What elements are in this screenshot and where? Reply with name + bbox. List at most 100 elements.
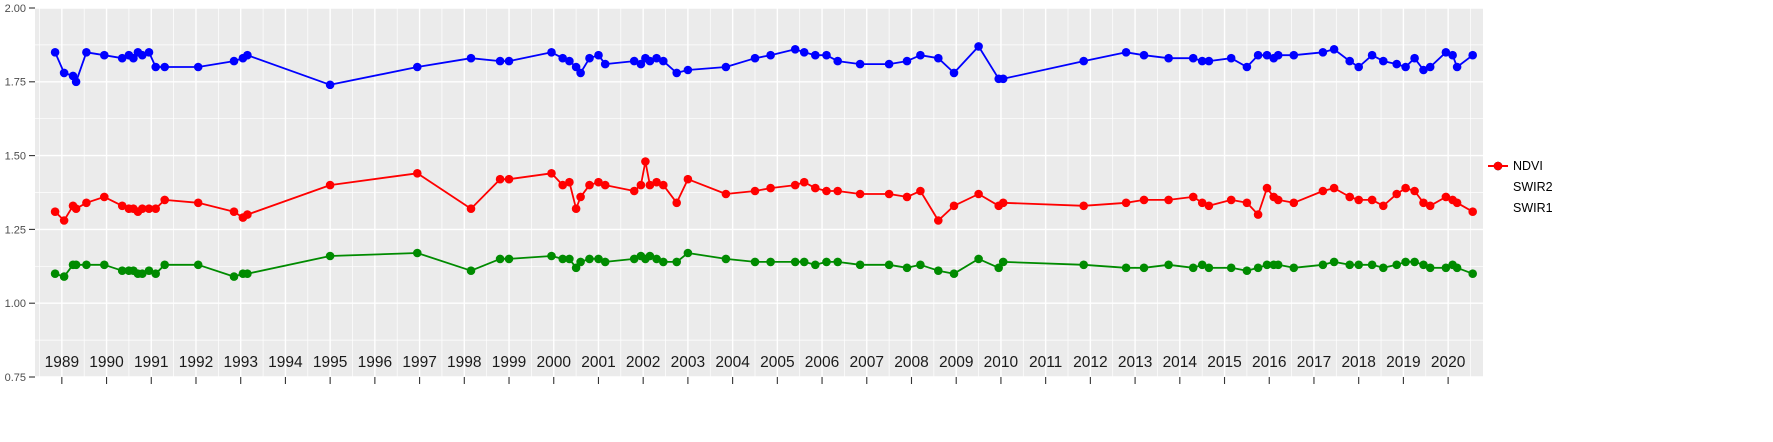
- x-axis-label: 2020: [1431, 354, 1466, 371]
- data-point-ndvi: [1329, 45, 1339, 54]
- data-point-ndvi: [811, 50, 820, 60]
- data-point-swir1: [659, 180, 668, 190]
- data-point-ndvi: [144, 48, 154, 57]
- data-point-swir2: [1242, 266, 1252, 276]
- y-axis-label: 1.00: [5, 298, 26, 310]
- data-point-swir2: [1204, 263, 1214, 273]
- data-point-swir1: [1392, 189, 1401, 199]
- data-point-swir1: [50, 207, 60, 216]
- data-point-swir1: [71, 204, 81, 213]
- data-point-ndvi: [413, 62, 422, 72]
- data-point-swir2: [822, 257, 831, 267]
- data-point-swir2: [50, 269, 60, 279]
- data-point-swir1: [151, 204, 160, 213]
- x-axis-label: 1998: [447, 354, 481, 371]
- y-axis-label: 1.25: [5, 224, 26, 236]
- data-point-swir2: [1410, 257, 1419, 267]
- data-point-swir2: [934, 266, 943, 276]
- data-point-ndvi: [59, 68, 69, 78]
- y-axis-label: 0.75: [5, 372, 26, 384]
- data-point-swir1: [585, 180, 594, 190]
- data-point-swir2: [82, 260, 91, 270]
- data-point-swir1: [1197, 198, 1207, 208]
- data-point-ndvi: [974, 42, 983, 51]
- data-point-swir2: [1367, 260, 1377, 270]
- data-point-swir2: [974, 254, 983, 264]
- x-axis-label: 2019: [1386, 354, 1420, 371]
- data-point-ndvi: [949, 68, 959, 78]
- legend-label-swir2: SWIR2: [1513, 180, 1553, 194]
- data-point-swir1: [641, 157, 650, 166]
- data-point-swir2: [1441, 263, 1451, 273]
- data-point-swir1: [117, 201, 127, 211]
- data-point-swir2: [1419, 260, 1428, 270]
- data-point-ndvi: [1204, 56, 1214, 66]
- data-point-ndvi: [934, 53, 943, 63]
- x-axis-label: 2000: [536, 354, 571, 371]
- data-point-ndvi: [1441, 48, 1451, 57]
- data-point-swir2: [811, 260, 820, 270]
- data-point-swir2: [629, 254, 639, 264]
- y-axis-label: 1.75: [5, 77, 26, 89]
- data-point-swir2: [766, 257, 775, 267]
- x-axis-label: 2008: [894, 354, 928, 371]
- data-point-swir1: [790, 180, 800, 190]
- data-point-ndvi: [916, 50, 925, 60]
- x-axis-label: 1994: [268, 354, 303, 371]
- x-axis-label: 2018: [1341, 354, 1375, 371]
- data-point-swir2: [229, 272, 239, 281]
- data-point-swir2: [571, 263, 581, 273]
- data-point-swir2: [1139, 263, 1149, 273]
- data-point-swir2: [504, 254, 514, 264]
- data-point-swir1: [82, 198, 91, 208]
- x-axis-label: 1996: [358, 354, 392, 371]
- data-point-ndvi: [998, 74, 1008, 84]
- data-point-ndvi: [636, 59, 646, 69]
- data-point-swir1: [1188, 192, 1198, 202]
- data-point-swir2: [1345, 260, 1354, 270]
- data-point-ndvi: [466, 53, 476, 63]
- legend-key-glyph: [1488, 161, 1508, 171]
- data-point-swir1: [1410, 186, 1419, 196]
- data-point-swir1: [1273, 195, 1283, 205]
- data-point-ndvi: [138, 50, 147, 60]
- data-point-swir1: [902, 192, 912, 202]
- data-point-ndvi: [1262, 50, 1272, 60]
- data-point-swir1: [193, 198, 203, 208]
- y-axis-label: 2.00: [5, 3, 26, 15]
- data-point-ndvi: [645, 56, 655, 66]
- data-point-swir2: [576, 257, 585, 267]
- x-axis-label: 2003: [671, 354, 705, 371]
- x-axis-label: 2017: [1297, 354, 1331, 371]
- data-point-swir2: [1468, 269, 1477, 279]
- legend-label-ndvi: NDVI: [1513, 159, 1543, 173]
- data-point-ndvi: [1401, 62, 1410, 72]
- x-axis-label: 2010: [984, 354, 1019, 371]
- legend-item-swir1: SWIR1: [1488, 161, 1553, 216]
- data-point-swir2: [833, 257, 842, 267]
- data-point-ndvi: [504, 56, 514, 66]
- x-axis-label: 2001: [581, 354, 615, 371]
- x-axis-label: 1990: [89, 354, 124, 371]
- data-point-ndvi: [558, 53, 567, 63]
- data-point-swir2: [1262, 260, 1272, 270]
- data-point-swir1: [594, 177, 603, 187]
- data-point-swir2: [750, 257, 760, 267]
- data-point-swir1: [504, 174, 514, 184]
- data-point-swir1: [672, 198, 681, 208]
- x-axis-label: 1993: [223, 354, 257, 371]
- data-point-swir1: [1345, 192, 1354, 202]
- data-point-swir2: [600, 257, 610, 267]
- data-point-swir2: [902, 263, 912, 273]
- data-point-ndvi: [659, 56, 668, 66]
- data-point-ndvi: [721, 62, 731, 72]
- data-point-swir1: [884, 189, 894, 199]
- data-point-swir2: [1121, 263, 1131, 273]
- data-point-swir2: [1379, 263, 1388, 273]
- x-axis-label: 2014: [1163, 354, 1198, 371]
- data-point-ndvi: [1121, 48, 1131, 57]
- data-point-ndvi: [1079, 56, 1088, 66]
- x-axis-label: 2006: [805, 354, 839, 371]
- data-point-swir1: [1164, 195, 1173, 205]
